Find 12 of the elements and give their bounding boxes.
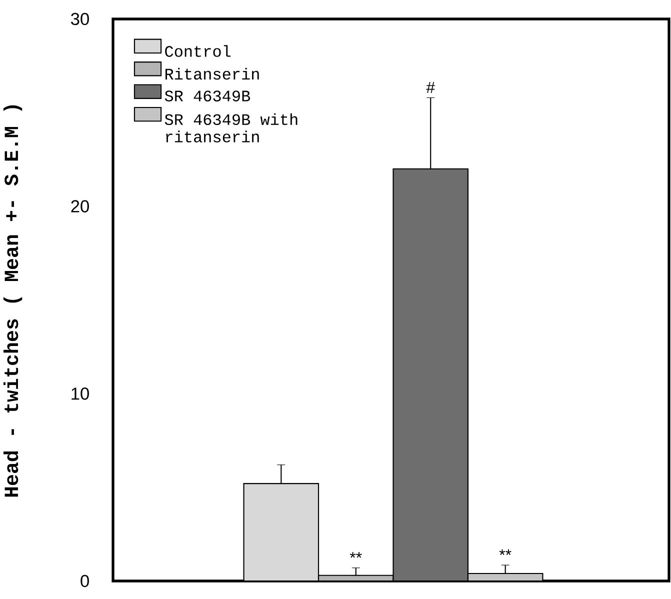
legend-label: SR 46349B: [164, 90, 250, 102]
annotation: #: [426, 82, 435, 93]
legend-label: Control: [165, 45, 231, 57]
legend-label: Ritanserin: [166, 68, 259, 80]
annotation: **: [350, 552, 362, 558]
y-tick-label: 0: [80, 574, 89, 588]
legend-label: SR 46349B with ritanserin: [164, 113, 298, 142]
y-tick-label: 20: [71, 200, 89, 212]
y-tick-label: 10: [72, 388, 89, 400]
annotation: **: [499, 549, 512, 555]
y-tick-label: 30: [71, 12, 89, 26]
y-axis-title: Head - twitches ( Mean +- S.E.M ): [3, 105, 22, 497]
